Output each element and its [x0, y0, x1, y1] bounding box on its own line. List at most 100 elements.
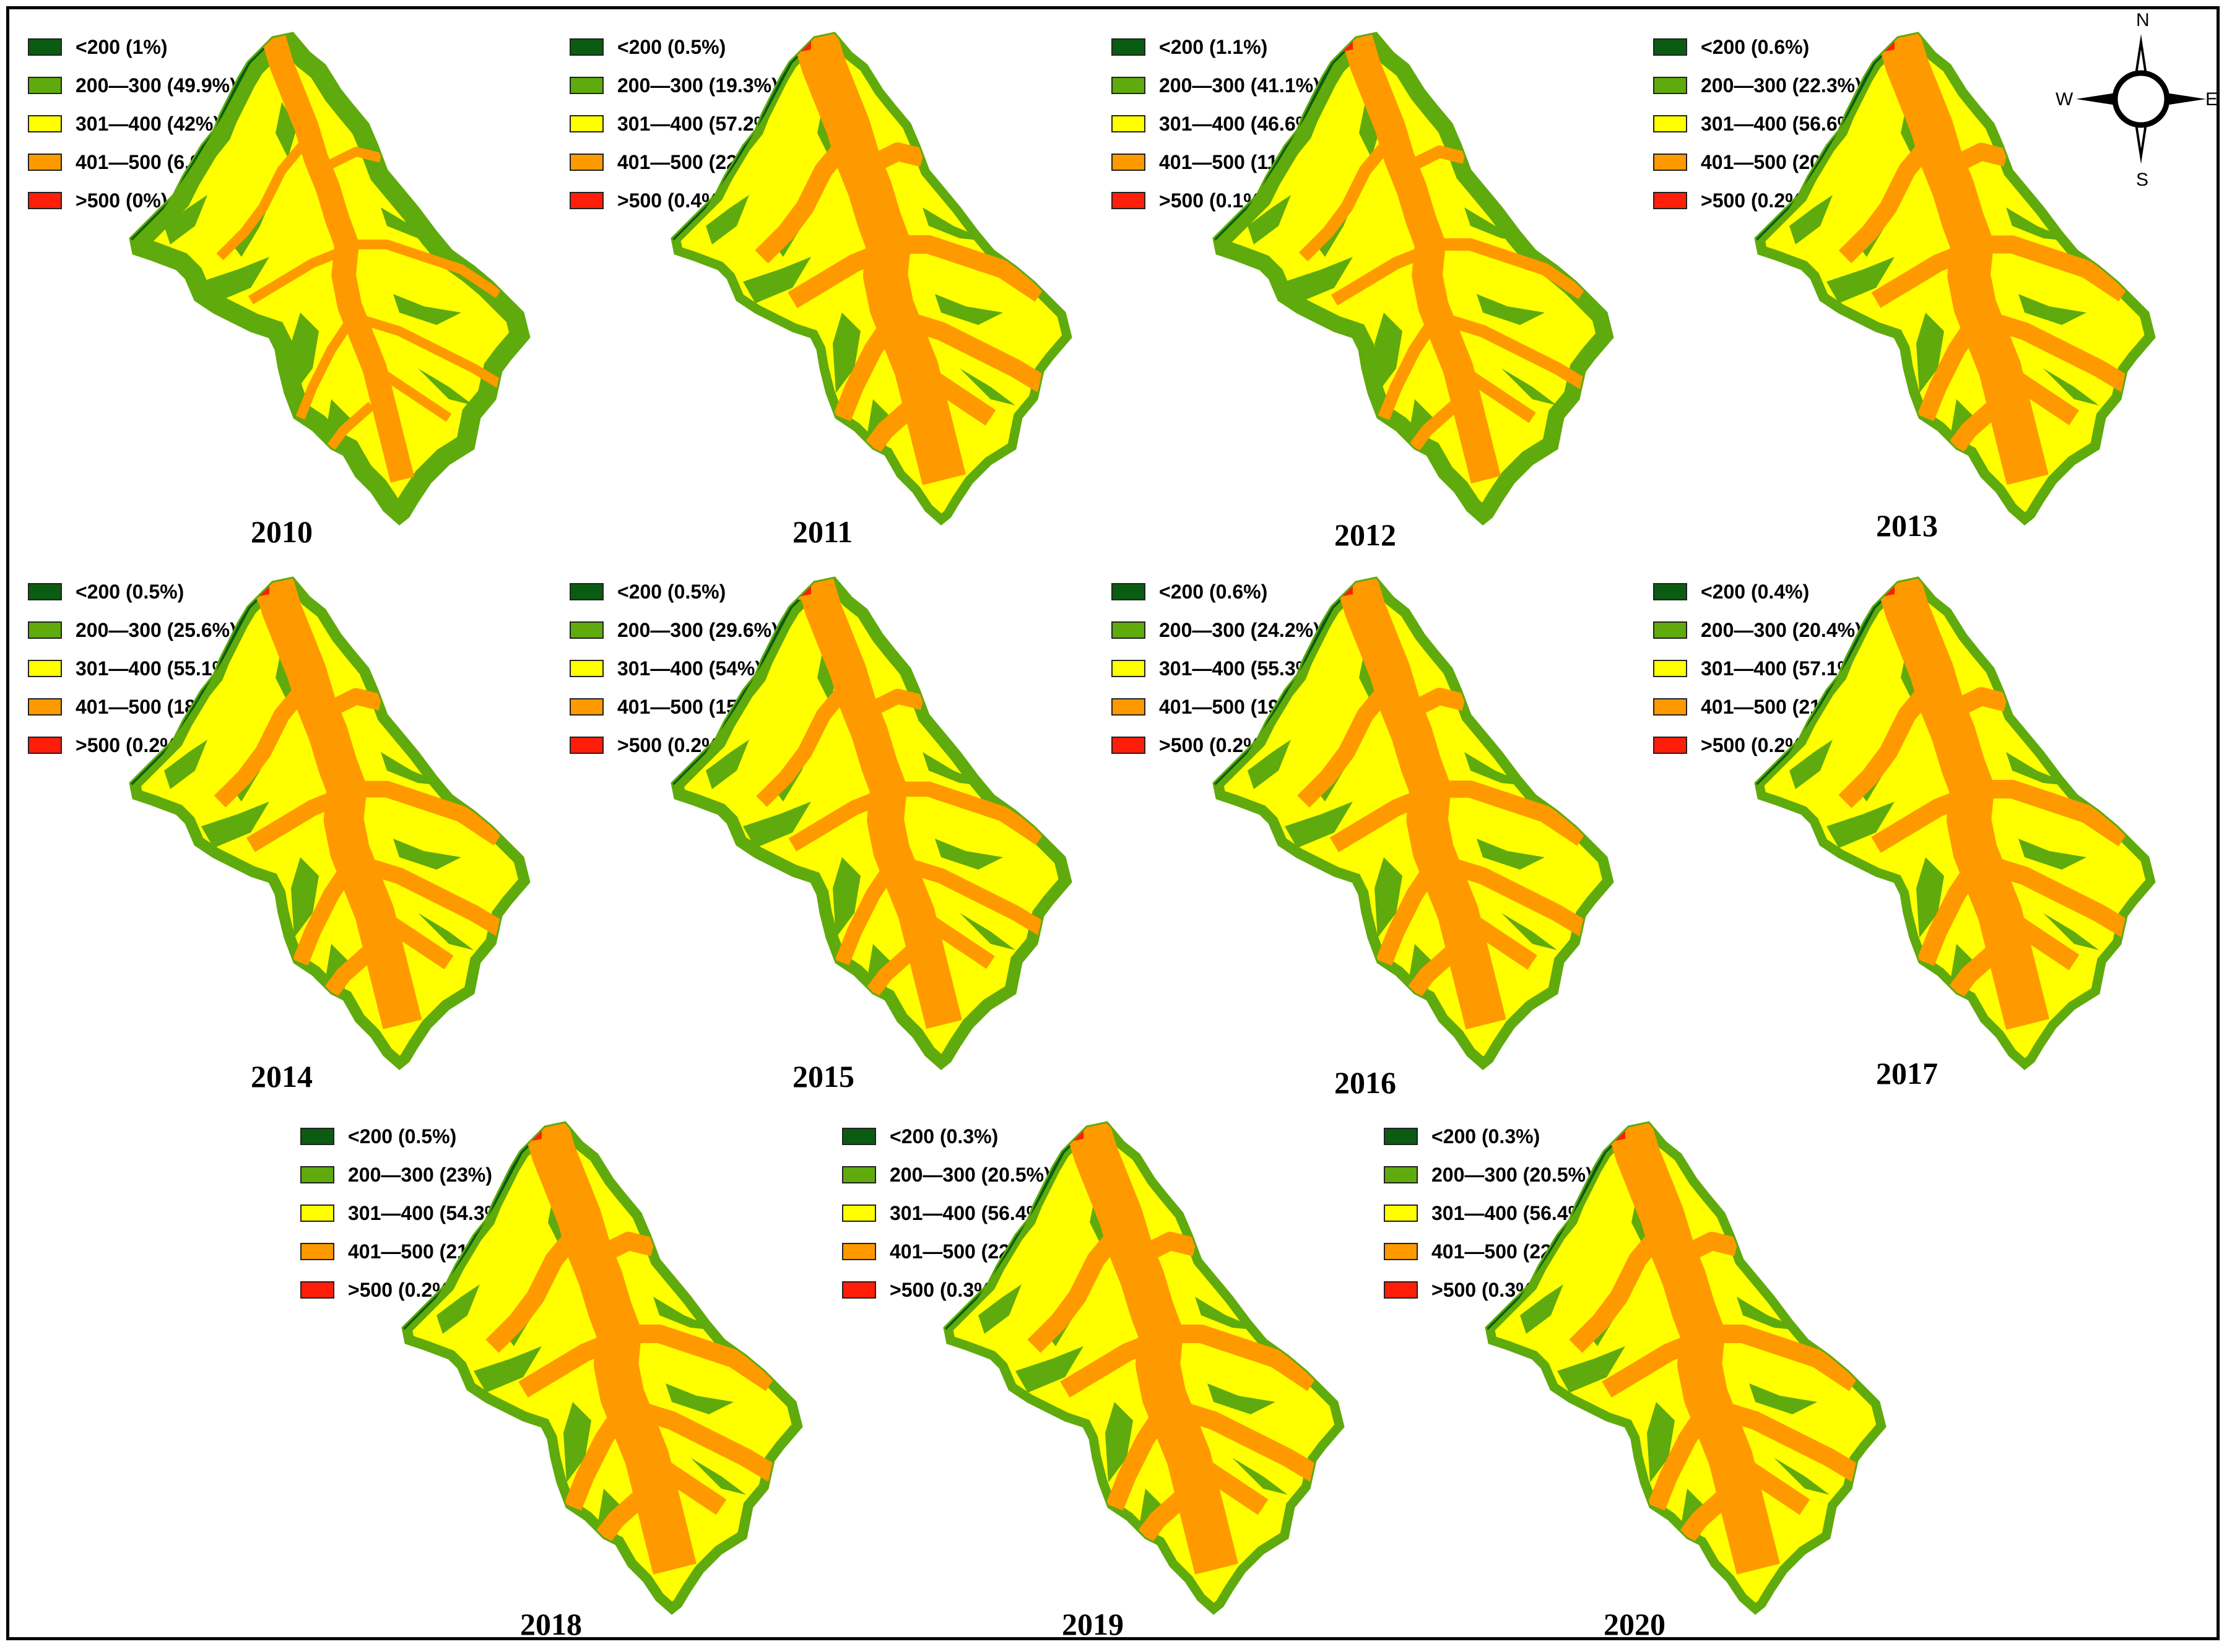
class-200-300-area [1916, 313, 1944, 393]
class-401-500-area [898, 856, 1051, 938]
legend-label: 200—300 (22.3%) [1701, 74, 1862, 97]
legend-item: 200—300 (20.4%) [1653, 611, 1862, 649]
legend-swatch [28, 38, 62, 56]
watershed-boundary [1754, 32, 2156, 525]
legend-swatch [28, 583, 62, 600]
watershed-map [1485, 1121, 1887, 1615]
legend-label: <200 (0.3%) [890, 1125, 999, 1148]
legend: <200 (0.6%) 200—300 (22.3%) 301—400 (56.… [1653, 28, 1862, 220]
legend-item: <200 (0.5%) [28, 573, 237, 611]
class-200-300-area [381, 207, 449, 241]
class-200-300-area [1374, 313, 1402, 393]
legend-swatch [28, 698, 62, 716]
legend-label: <200 (0.5%) [76, 580, 185, 603]
land-class-layer [402, 1122, 802, 1614]
class-401-500-area [292, 852, 363, 966]
class-200-300-area [923, 207, 991, 241]
class-401-500-area [1725, 1450, 1810, 1515]
class-200-300-area [474, 1346, 542, 1393]
legend-label: 301—400 (56.6%) [1701, 112, 1862, 135]
class-401-500-area [1399, 145, 1466, 176]
class-401-500-area [1329, 787, 1431, 852]
compass-north-label: N [2136, 10, 2150, 30]
legend-label: 200—300 (23%) [348, 1163, 493, 1186]
class-200-300-area [393, 294, 461, 325]
class-200-300-area [1789, 195, 1833, 244]
legend-swatch [1653, 77, 1687, 94]
legend: <200 (0.3%) 200—300 (20.5%) 301—400 (56.… [842, 1117, 1051, 1309]
legend: <200 (1.1%) 200—300 (41.1%) 301—400 (46.… [1111, 28, 1320, 220]
watershed-boundary [1212, 32, 1614, 525]
legend-swatch [1653, 698, 1687, 716]
legend-swatch [300, 1204, 334, 1222]
legend-swatch [300, 1243, 334, 1260]
year-label: 2013 [1876, 508, 1938, 543]
class-401-500-area [1376, 852, 1447, 966]
year-label: 2012 [1334, 517, 1396, 552]
class-200-300-area [436, 1284, 480, 1334]
class-200-300-area [1477, 294, 1545, 325]
legend-label: 301—400 (56.4%) [890, 1201, 1051, 1224]
class-401-500-area [357, 314, 508, 391]
legend-swatch [570, 737, 604, 754]
class-200-300-area [201, 257, 269, 303]
class-200-300-area [743, 802, 811, 848]
class-200-300-area [1285, 802, 1353, 848]
class-200-300-area [393, 839, 461, 870]
class-200-300-area [164, 195, 207, 244]
class-401-500-area [1403, 400, 1459, 459]
legend-item: <200 (0.3%) [1384, 1117, 1592, 1156]
watershed-boundary [1754, 576, 2156, 1070]
class-401-500-area [1871, 242, 1973, 308]
class-200-300-area [1647, 1402, 1675, 1482]
year-label: 2019 [1062, 1607, 1124, 1641]
class-401-500-area [1994, 360, 2080, 426]
class-200-300-area [935, 839, 1003, 870]
class-401-500-area [590, 1487, 650, 1550]
watershed-boundary [401, 1121, 803, 1615]
legend-item: <200 (0.6%) [1653, 28, 1862, 66]
legend-label: 301—400 (55.1%) [76, 657, 237, 680]
class-401-500-area [911, 360, 996, 426]
class-401-500-area [1454, 363, 1536, 423]
legend-item: 200—300 (20.5%) [1384, 1156, 1592, 1194]
class-401-500-area [316, 147, 382, 175]
legend-swatch [1384, 1243, 1418, 1260]
legend-label: >500 (0%) [76, 189, 168, 212]
legend-item: 200—300 (41.1%) [1111, 66, 1320, 105]
legend-swatch [1384, 1281, 1418, 1299]
class-401-500-area [1966, 235, 2129, 302]
legend-item: 301—400 (54.3%) [300, 1194, 509, 1232]
legend-label: <200 (1.1%) [1159, 35, 1268, 58]
land-class-layer [1486, 1122, 1885, 1614]
class-401-500-area [628, 1399, 782, 1484]
class-200-300-area [690, 1458, 746, 1495]
class-401-500-area [295, 309, 360, 420]
legend-swatch [300, 1281, 334, 1299]
legend-swatch [1384, 1166, 1418, 1183]
class-200-300-area [2006, 207, 2074, 241]
legend-item: 200—300 (49.9%) [28, 66, 237, 105]
legend-swatch [842, 1204, 876, 1222]
class-200-300-area [1285, 257, 1353, 303]
legend-swatch [28, 115, 62, 132]
class-401-500-area [216, 129, 317, 261]
class-401-500-area [214, 672, 319, 808]
legend-swatch [842, 1281, 876, 1299]
legend-label: <200 (0.5%) [348, 1125, 457, 1148]
class-401-500-area [1440, 855, 1593, 939]
legend-swatch [570, 621, 604, 639]
legend-item: 200—300 (19.3%) [570, 66, 778, 105]
legend: <200 (0.6%) 200—300 (24.2%) 301—400 (55.… [1111, 573, 1320, 764]
legend-label: 200—300 (25.6%) [76, 618, 237, 641]
class-401-500-area [1943, 399, 2003, 461]
legend-label: <200 (0.5%) [617, 580, 726, 603]
legend-swatch [570, 583, 604, 600]
legend-swatch [28, 737, 62, 754]
class-401-500-area [370, 906, 454, 970]
legend-item: <200 (0.6%) [1111, 573, 1320, 611]
class-401-500-area [321, 402, 375, 458]
class-401-500-area [318, 944, 377, 1005]
class-401-500-area [857, 688, 924, 722]
legend: <200 (0.5%) 200—300 (19.3%) 301—400 (57.… [570, 28, 778, 220]
